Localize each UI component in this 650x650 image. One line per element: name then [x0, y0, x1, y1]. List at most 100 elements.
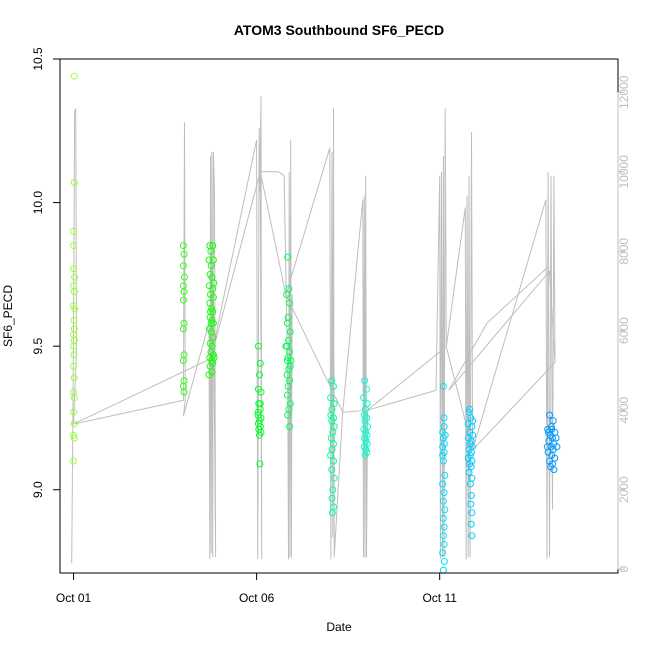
- data-point: [440, 489, 448, 497]
- data-point: [330, 474, 338, 482]
- data-point: [440, 540, 448, 548]
- data-point: [286, 328, 294, 336]
- y-axis-right: 0 2000 4000 6000 8000 10000 12000: [617, 75, 631, 572]
- y-tick-label: 10.0: [31, 191, 45, 215]
- data-point: [179, 357, 187, 364]
- data-point: [284, 382, 292, 390]
- data-point: [70, 72, 78, 80]
- data-point: [71, 305, 79, 313]
- data-point: [439, 497, 447, 505]
- data-point: [70, 431, 77, 439]
- data-point: [360, 394, 367, 402]
- data-point: [283, 357, 291, 364]
- data-point: [179, 242, 187, 250]
- y-tick-label: 10.5: [31, 47, 45, 71]
- data-point: [256, 359, 264, 367]
- data-point: [70, 351, 78, 359]
- y-axis-label: SF6_PECD: [1, 285, 15, 347]
- data-point: [179, 262, 187, 270]
- data-point: [70, 242, 77, 250]
- data-point: [209, 319, 217, 327]
- x-axis: Oct 01 Oct 06 Oct 11: [56, 572, 457, 605]
- data-point: [284, 253, 292, 261]
- data-point: [544, 425, 552, 433]
- data-point: [180, 288, 188, 296]
- data-point: [363, 414, 370, 422]
- data-point: [552, 434, 560, 442]
- data-point: [257, 388, 265, 396]
- data-point: [327, 394, 335, 402]
- data-point: [468, 509, 476, 517]
- data-point: [441, 471, 449, 479]
- data-point: [550, 466, 558, 474]
- data-point: [361, 451, 369, 459]
- data-point: [440, 523, 448, 531]
- data-point: [207, 319, 215, 327]
- data-point: [361, 377, 369, 385]
- y2-tick-label: 10000: [617, 155, 631, 189]
- data-point: [179, 325, 187, 333]
- y2-tick-label: 0: [617, 566, 631, 573]
- data-point: [210, 279, 218, 287]
- data-point: [256, 400, 264, 408]
- data-point: [439, 451, 447, 459]
- data-point: [328, 466, 336, 474]
- line-series: [71, 96, 556, 564]
- data-point: [287, 357, 295, 364]
- data-point: [440, 558, 448, 565]
- data-point: [254, 342, 262, 350]
- y2-tick-label: 2000: [617, 476, 631, 503]
- data-point: [70, 227, 77, 235]
- data-point: [328, 417, 336, 425]
- data-point: [256, 460, 264, 468]
- data-point: [208, 368, 216, 376]
- data-point: [70, 408, 77, 416]
- y-tick-label: 9.0: [31, 481, 45, 498]
- data-point: [283, 391, 291, 399]
- data-point: [439, 566, 447, 574]
- data-point: [467, 500, 475, 508]
- data-point: [70, 434, 78, 442]
- data-point: [209, 334, 217, 341]
- y2-tick-label: 6000: [617, 317, 631, 344]
- data-point: [440, 414, 448, 422]
- data-point: [465, 469, 473, 476]
- data-point: [181, 273, 188, 281]
- data-point: [543, 443, 551, 451]
- data-point: [439, 480, 447, 488]
- y2-tick-label: 4000: [617, 397, 631, 424]
- data-point: [70, 394, 78, 402]
- data-point: [282, 342, 290, 350]
- data-point: [546, 411, 553, 419]
- data-point: [468, 532, 476, 540]
- point-series: [70, 72, 561, 574]
- data-point: [70, 342, 77, 350]
- data-point: [283, 371, 291, 379]
- data-point: [70, 179, 78, 186]
- data-point: [469, 417, 477, 425]
- data-point: [70, 362, 77, 370]
- data-point: [439, 532, 447, 540]
- data-point: [207, 308, 214, 316]
- x-tick-label: Oct 01: [56, 591, 92, 605]
- data-point: [70, 316, 78, 324]
- data-point: [551, 454, 559, 462]
- data-point: [327, 434, 335, 442]
- y-axis-left: 9.0 9.5 10.0 10.5: [31, 47, 61, 498]
- data-point: [330, 382, 337, 390]
- data-point: [329, 486, 337, 494]
- data-point: [439, 457, 447, 465]
- data-point: [70, 288, 78, 296]
- data-point: [330, 457, 337, 465]
- data-point: [467, 520, 475, 528]
- data-point: [468, 492, 475, 499]
- data-point: [180, 250, 188, 258]
- data-point: [328, 509, 336, 517]
- y2-tick-label: 12000: [617, 75, 631, 109]
- data-point: [285, 285, 293, 293]
- data-point: [70, 420, 78, 428]
- data-point: [439, 514, 447, 522]
- data-point: [256, 431, 263, 439]
- data-point: [209, 242, 217, 250]
- data-point: [209, 308, 217, 316]
